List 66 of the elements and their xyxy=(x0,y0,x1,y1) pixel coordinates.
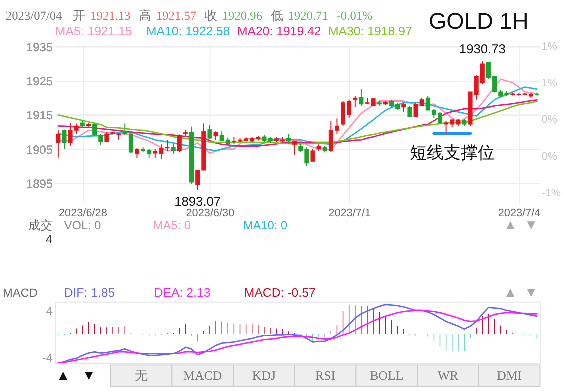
y-tick-label: -4 xyxy=(42,350,54,365)
text: VOL: 0 xyxy=(64,218,102,233)
text: MA5: 1921.15 xyxy=(55,24,132,39)
text: 高 xyxy=(139,8,152,23)
text: ▼ xyxy=(524,284,538,300)
text: 1920.96 xyxy=(222,8,262,23)
text: WR xyxy=(438,369,459,384)
x-tick-label: 2023/6/30 xyxy=(186,207,235,220)
text: MA10: 1922.58 xyxy=(146,24,230,39)
text: MACD xyxy=(184,369,222,384)
y-tick-label: 4 xyxy=(46,304,54,318)
text: 成交 xyxy=(28,218,52,233)
text: ▲ xyxy=(504,216,518,233)
candlestick xyxy=(208,124,212,140)
text: MACD xyxy=(2,286,38,300)
text: 1921.57 xyxy=(156,8,197,23)
text: ▼ xyxy=(524,216,538,233)
candlestick xyxy=(62,129,67,150)
text: -0.01% xyxy=(336,8,373,23)
text: MA5: 0 xyxy=(153,218,192,233)
text: 2023/07/04 xyxy=(6,8,62,23)
candlestick xyxy=(165,140,170,152)
text: MA30: 1918.97 xyxy=(328,24,412,39)
text: ▲ xyxy=(504,284,518,300)
candlestick xyxy=(98,133,104,146)
candlestick xyxy=(177,134,182,153)
text: 1921.13 xyxy=(90,8,131,23)
text: 收 xyxy=(205,8,218,23)
candlestick xyxy=(171,144,176,155)
chart-title: GOLD 1H xyxy=(428,8,529,34)
candlestick xyxy=(292,140,298,156)
text: DIF: 1.85 xyxy=(64,286,116,300)
candlestick xyxy=(353,96,358,108)
text: DEA: 2.13 xyxy=(154,286,211,300)
series-label: MACD: -0.57 xyxy=(244,286,316,300)
annotation: 短线支撑位 xyxy=(410,143,495,162)
y-tick-label: 1895 xyxy=(26,176,54,191)
x-tick-label: 2023/7/1 xyxy=(328,207,372,220)
text: MA20: 1919.42 xyxy=(237,24,322,39)
candlestick xyxy=(408,106,412,118)
text: ▲ xyxy=(56,367,70,384)
candlestick xyxy=(359,88,364,107)
candlestick xyxy=(134,148,140,160)
y-tick-label: 1925 xyxy=(26,74,54,89)
text: ▼ xyxy=(82,367,96,384)
text: 低 xyxy=(270,8,283,23)
y-tick-label: 1915 xyxy=(26,108,54,123)
text: KDJ xyxy=(252,369,276,384)
annotation: 1893.07 xyxy=(174,194,222,209)
y-tick-label: 1905 xyxy=(26,142,54,157)
text: MA10: 0 xyxy=(243,218,288,233)
text: RSI xyxy=(316,369,336,384)
candlestick xyxy=(56,130,61,158)
x-tick-label: 2023/6/28 xyxy=(58,207,108,220)
text: 1920.71 xyxy=(288,8,328,23)
candlestick xyxy=(310,148,316,162)
annotation: 1930.73 xyxy=(459,42,506,57)
x-tick-label: 2023/7/4 xyxy=(498,207,541,220)
candlestick xyxy=(286,133,291,145)
text: 无 xyxy=(134,369,148,384)
text: 开 xyxy=(73,8,86,23)
candlestick xyxy=(402,102,406,113)
text: BOLL xyxy=(370,369,404,384)
y-tick-label: 1935 xyxy=(26,40,54,54)
text: DMI xyxy=(497,369,522,384)
candlestick xyxy=(92,122,98,137)
